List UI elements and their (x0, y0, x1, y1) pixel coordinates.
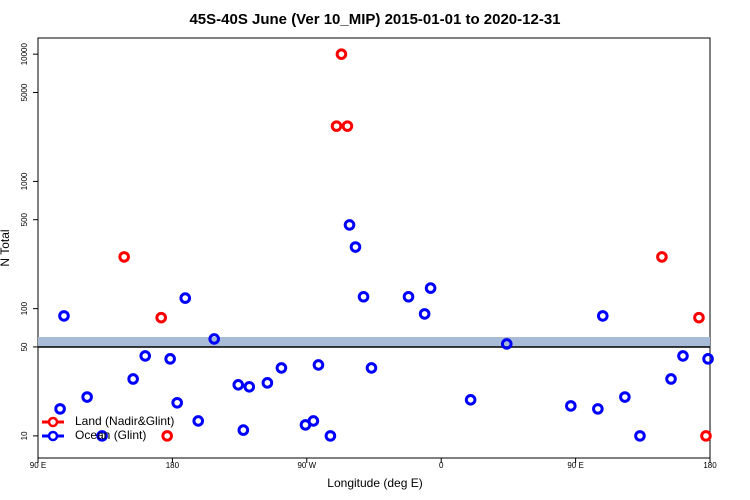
point (139, 350, 152, 362)
point (365, 362, 378, 374)
point (500, 338, 513, 350)
legend-label: Ocean (Glint) (75, 428, 146, 442)
y-tick-label: 50 (20, 342, 29, 351)
point (341, 120, 354, 132)
point (237, 424, 250, 436)
point (208, 333, 221, 345)
y-tick-label: 10000 (20, 43, 29, 66)
point (357, 290, 370, 303)
y-tick-label: 100 (20, 301, 29, 315)
plot-frame (37, 37, 711, 459)
chart-title: 45S-40S June (Ver 10_MIP) 2015-01-01 to … (189, 11, 560, 28)
point (96, 430, 108, 442)
x-tick-label: 180 (703, 461, 717, 470)
point (155, 311, 167, 324)
point (127, 373, 139, 385)
x-tick-label: 0 (439, 461, 444, 470)
point (702, 353, 714, 365)
point (677, 350, 689, 362)
point (118, 251, 130, 263)
point (81, 391, 93, 403)
point (418, 308, 431, 320)
point (693, 311, 705, 324)
point (565, 400, 577, 412)
point (634, 430, 646, 442)
point (402, 290, 415, 303)
point (596, 310, 609, 322)
point (700, 430, 712, 442)
x-axis-label: Longitude (deg E) (327, 476, 422, 490)
point (343, 219, 356, 231)
y-tick-label: 10 (20, 431, 29, 440)
point (665, 373, 677, 385)
point (192, 415, 205, 427)
point (312, 359, 325, 371)
band (38, 337, 710, 347)
point (349, 241, 362, 253)
point (54, 403, 66, 415)
point (424, 282, 437, 294)
x-tick-label: 90 E (567, 461, 583, 470)
point (307, 415, 320, 427)
point (179, 292, 192, 304)
x-tick-label: 90 E (30, 461, 46, 470)
point (656, 251, 668, 263)
point (161, 430, 173, 442)
point (164, 353, 176, 365)
y-tick-label: 5000 (20, 83, 29, 101)
point (335, 48, 348, 60)
legend-marker (47, 416, 59, 428)
point (324, 430, 337, 442)
y-axis-label: N Total (0, 229, 12, 266)
point (171, 396, 183, 409)
y-tick-label: 1000 (20, 172, 29, 190)
point (619, 391, 631, 403)
point (275, 362, 288, 374)
point (232, 378, 245, 391)
point (243, 381, 256, 393)
point (261, 377, 274, 389)
point (58, 310, 70, 322)
legend-marker (47, 430, 59, 442)
point (464, 394, 477, 406)
point (330, 120, 343, 132)
x-tick-label: 90 W (297, 461, 316, 470)
y-tick-label: 500 (20, 212, 29, 226)
x-tick-label: 180 (166, 461, 180, 470)
point (592, 403, 604, 415)
legend-label: Land (Nadir&Glint) (75, 414, 174, 428)
